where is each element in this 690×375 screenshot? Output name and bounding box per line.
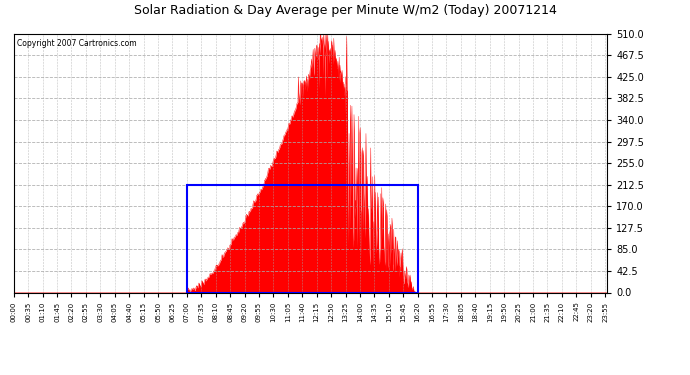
Text: Copyright 2007 Cartronics.com: Copyright 2007 Cartronics.com	[17, 39, 137, 48]
Bar	[187, 185, 417, 292]
Text: Solar Radiation & Day Average per Minute W/m2 (Today) 20071214: Solar Radiation & Day Average per Minute…	[134, 4, 556, 17]
